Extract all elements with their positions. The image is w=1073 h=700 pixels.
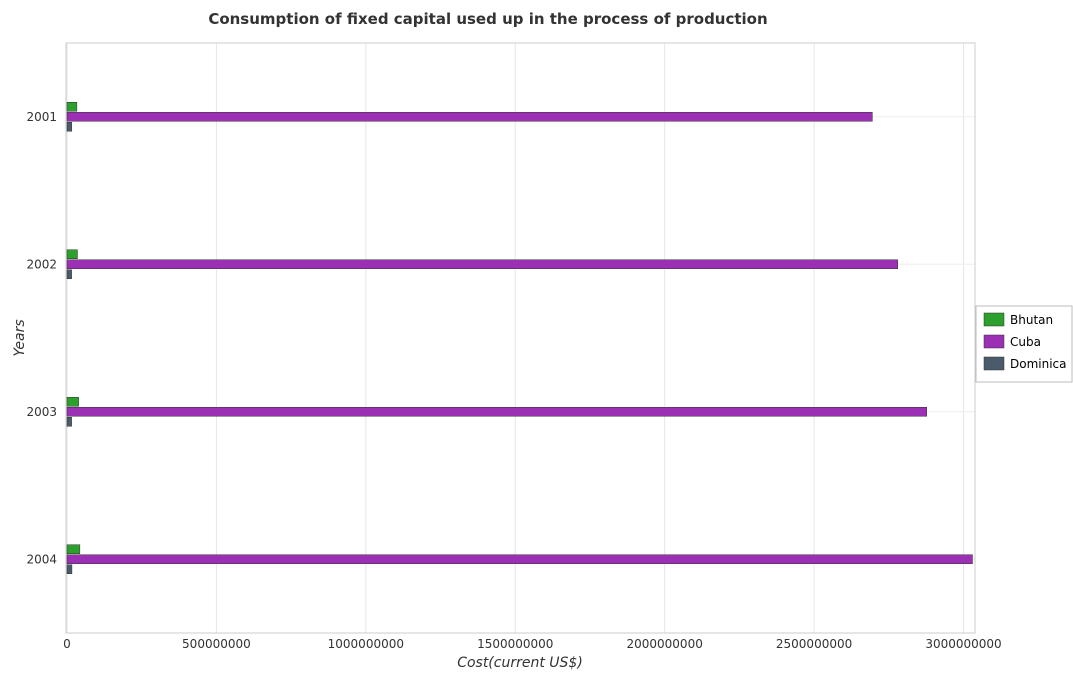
chart-title: Consumption of fixed capital used up in … xyxy=(208,10,767,28)
bar-dominica-2004 xyxy=(66,564,73,574)
x-tick-label: 1500000000 xyxy=(477,637,553,651)
x-tick-label: 3000000000 xyxy=(925,637,1001,651)
bar-dominica-2001 xyxy=(66,122,73,132)
bar-dominica-2003 xyxy=(66,417,72,427)
bar-cuba-2003 xyxy=(66,407,927,417)
legend-swatch-bhutan xyxy=(983,312,1005,327)
x-ticks: 0 500000000 1000000000 1500000000 2000000000… xyxy=(63,637,1002,651)
y-tick-label: 2001 xyxy=(26,110,57,124)
y-tick-label: 2003 xyxy=(26,405,57,419)
bar-bhutan-2004 xyxy=(66,544,81,554)
x-tick-label: 2000000000 xyxy=(626,637,702,651)
y-tick-label: 2002 xyxy=(26,257,57,271)
x-tick-label: 500000000 xyxy=(182,637,251,651)
bar-cuba-2002 xyxy=(66,259,899,269)
bar-bhutan-2001 xyxy=(66,102,78,112)
x-axis-title: Cost(current US$) xyxy=(457,655,583,671)
legend-label-cuba: Cuba xyxy=(1010,335,1041,349)
bar-bhutan-2003 xyxy=(66,397,79,407)
bar-dominica-2002 xyxy=(66,269,72,279)
y-axis-title: Years xyxy=(12,319,28,356)
legend: Bhutan Cuba Dominica xyxy=(975,305,1073,383)
bar-bhutan-2002 xyxy=(66,249,78,259)
x-tick-label: 0 xyxy=(63,637,71,651)
legend-swatch-dominica xyxy=(983,356,1005,371)
bar-cuba-2004 xyxy=(66,554,973,564)
bar-cuba-2001 xyxy=(66,112,873,122)
x-tick-label: 2500000000 xyxy=(776,637,852,651)
y-ticks: 2001 2002 2003 2004 xyxy=(26,110,57,567)
legend-label-dominica: Dominica xyxy=(1010,357,1067,371)
x-tick-label: 1000000000 xyxy=(328,637,404,651)
y-tick-label: 2004 xyxy=(26,552,57,566)
plot-frame xyxy=(65,42,976,634)
legend-swatch-cuba xyxy=(983,334,1005,349)
bars xyxy=(66,102,973,574)
legend-label-bhutan: Bhutan xyxy=(1010,313,1053,327)
